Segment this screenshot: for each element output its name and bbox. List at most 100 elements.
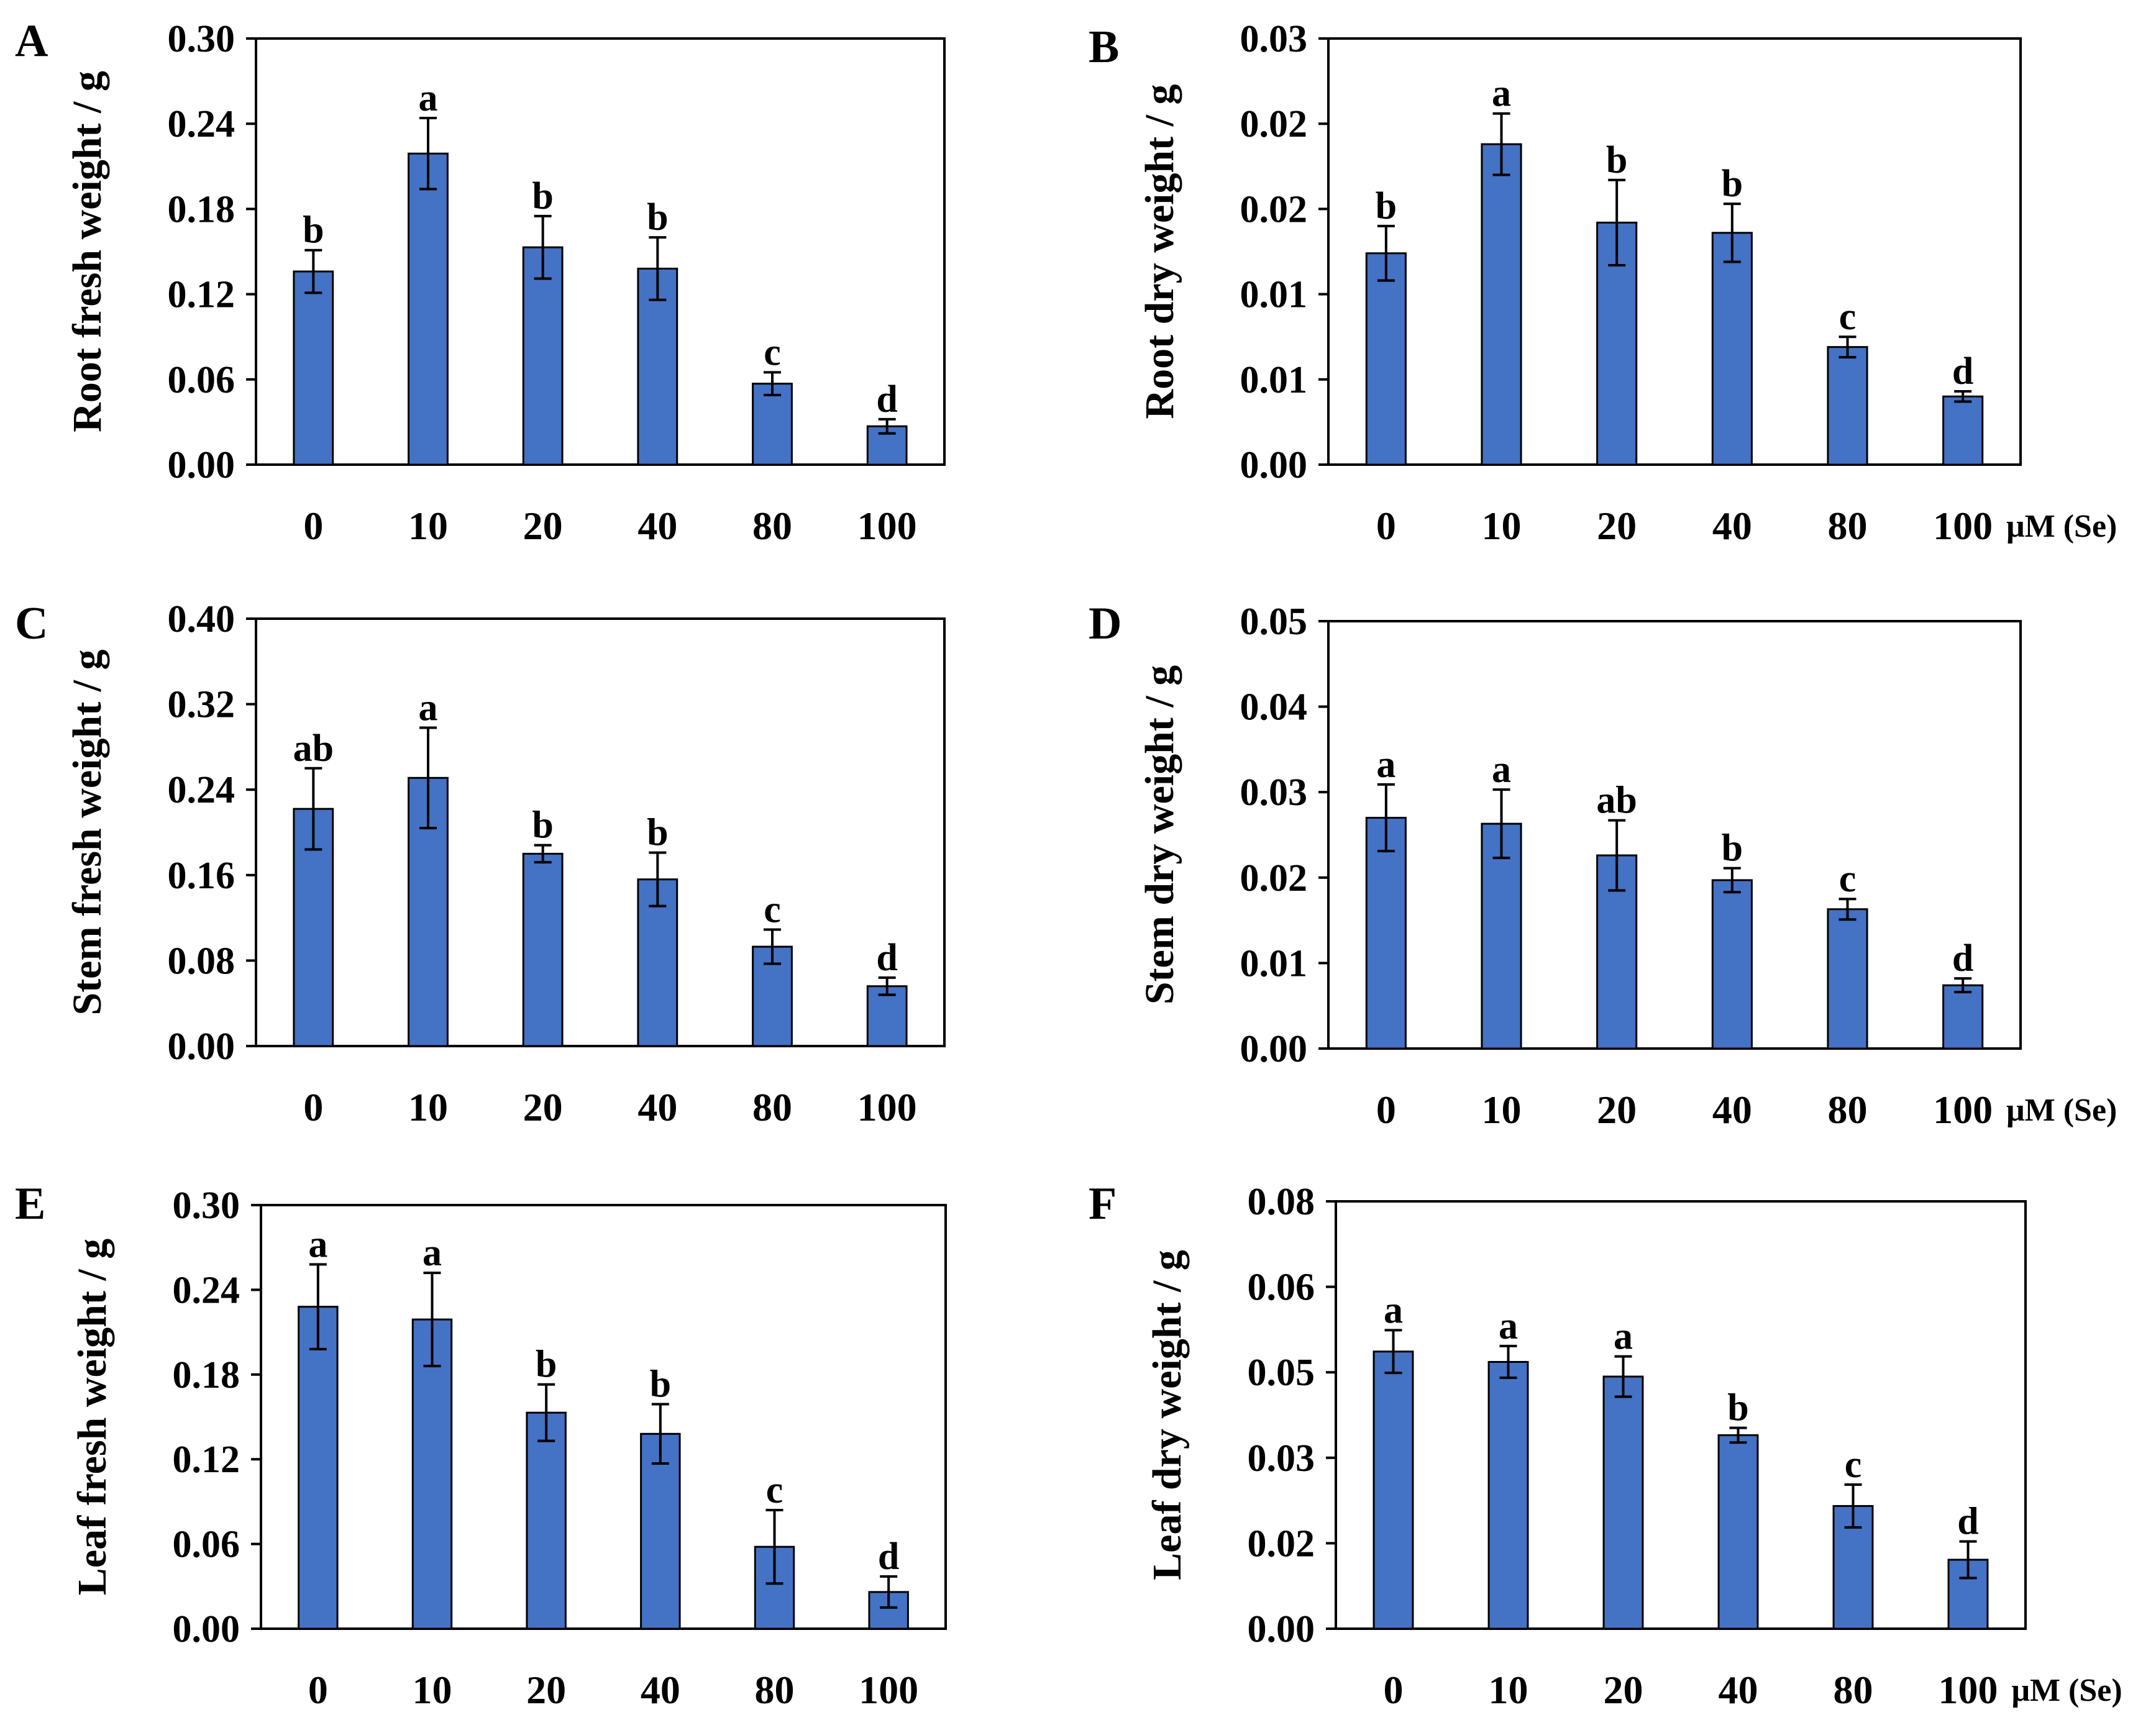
panel-f-sig-label: a xyxy=(1499,1305,1518,1347)
panel-d-ylabel: Stem dry weight / g xyxy=(1137,665,1182,1004)
panel-e-ytick-label: 0.30 xyxy=(173,1185,240,1227)
panel-d-bar xyxy=(1711,879,1753,1050)
panel-d-ytick-label: 0.02 xyxy=(1240,857,1308,899)
panel-f-xtick-label: 20 xyxy=(1604,1668,1643,1712)
panel-e-letter: E xyxy=(15,1178,45,1229)
panel-f-letter: F xyxy=(1089,1178,1117,1229)
panel-a-ytick-label: 0.12 xyxy=(168,274,235,316)
panel-c-xtick-label: 100 xyxy=(857,1085,917,1129)
panel-f-ytick-label: 0.06 xyxy=(1248,1267,1315,1309)
panel-d-ytick-label: 0.05 xyxy=(1240,601,1308,643)
panel-b-bar xyxy=(1596,221,1638,466)
panel-f-bar xyxy=(1373,1350,1414,1630)
panel-c-ytick-label: 0.24 xyxy=(168,769,235,811)
panel-f-sig-label: d xyxy=(1957,1500,1978,1542)
panel-d-ytick-label: 0.03 xyxy=(1240,771,1308,814)
panel-c-sig-label: b xyxy=(647,812,668,854)
panel-a-sig-label: b xyxy=(532,175,553,217)
panel-a-xtick-label: 0 xyxy=(303,504,323,548)
panel-b-sig-label: d xyxy=(1952,350,1973,393)
panel-e-xtick-label: 20 xyxy=(526,1668,566,1712)
panel-d-sig-label: a xyxy=(1492,749,1511,791)
panel-a-sig-label: c xyxy=(764,331,781,373)
panel-d-bar xyxy=(1481,822,1522,1050)
panel-b-sig-label: b xyxy=(1722,163,1743,205)
panel-b-unit-label: μM (Se) xyxy=(2006,509,2117,544)
panel-f-xtick-label: 0 xyxy=(1384,1668,1404,1712)
panel-e-sig-label: b xyxy=(650,1363,671,1406)
panel-e-ytick-label: 0.24 xyxy=(173,1269,240,1311)
panel-b-xtick-label: 10 xyxy=(1482,504,1522,548)
panel-c-xtick-label: 10 xyxy=(408,1085,448,1129)
panel-b-xtick-label: 0 xyxy=(1376,504,1396,548)
panel-a-ytick-label: 0.24 xyxy=(168,103,235,145)
panel-b-xtick-label: 20 xyxy=(1597,504,1637,548)
panel-e-ytick-label: 0.18 xyxy=(173,1354,240,1396)
panel-f-bar xyxy=(1487,1360,1529,1630)
panel-d-bar xyxy=(1942,984,1984,1050)
panel-c-xtick-label: 20 xyxy=(523,1085,563,1129)
panel-d-xtick-label: 40 xyxy=(1712,1088,1752,1132)
panel-e-sig-label: c xyxy=(766,1469,783,1511)
panel-a-ytick-label: 0.06 xyxy=(168,359,235,401)
panel-c-ytick-label: 0.08 xyxy=(168,940,235,982)
panel-f-ytick-label: 0.00 xyxy=(1248,1608,1315,1650)
panel-f-bar xyxy=(1602,1375,1644,1630)
panel-d-ytick-label: 0.04 xyxy=(1240,686,1308,729)
panel-b-ylabel: Root dry weight / g xyxy=(1137,84,1182,419)
panel-a-xtick-label: 20 xyxy=(523,504,563,548)
panel-a-sig-label: b xyxy=(303,209,324,252)
panel-a-bar xyxy=(293,270,334,466)
panel-d-xtick-label: 0 xyxy=(1376,1088,1396,1132)
panel-c-frame xyxy=(255,617,946,1047)
panel-f-ytick-label: 0.02 xyxy=(1248,1522,1315,1565)
panel-b-ytick-label: 0.03 xyxy=(1240,18,1308,60)
panel-c-letter: C xyxy=(15,598,48,649)
panel-f-xtick-label: 80 xyxy=(1834,1668,1873,1712)
panel-b-ytick-label: 0.01 xyxy=(1240,359,1308,401)
panel-c-sig-label: b xyxy=(532,804,553,847)
panel-a-ytick-label: 0.18 xyxy=(168,188,235,230)
panel-d-xtick-label: 10 xyxy=(1482,1088,1522,1132)
panel-c-sig-label: ab xyxy=(293,727,334,770)
panel-b-sig-label: c xyxy=(1839,296,1857,338)
panel-a-ylabel: Root fresh weight / g xyxy=(65,71,110,432)
panel-e-ytick-label: 0.06 xyxy=(173,1524,240,1566)
panel-a-bar xyxy=(522,246,564,466)
panel-e-bar xyxy=(298,1306,339,1630)
panel-b-ytick-label: 0.02 xyxy=(1240,188,1308,230)
panel-e-bar xyxy=(640,1432,681,1630)
panel-d-xtick-label: 80 xyxy=(1828,1088,1868,1132)
panel-f-xtick-label: 40 xyxy=(1719,1668,1758,1712)
panel-c-ytick-label: 0.40 xyxy=(168,598,235,640)
panel-f-ylabel: Leaf dry weight / g xyxy=(1144,1250,1190,1580)
panel-d-bar xyxy=(1365,816,1407,1050)
panel-e-xtick-label: 0 xyxy=(308,1668,328,1712)
panel-f-xtick-label: 100 xyxy=(1939,1668,1998,1712)
panel-f-bar xyxy=(1717,1434,1759,1630)
panel-a-ytick-label: 0.30 xyxy=(168,18,235,60)
panel-b-xtick-label: 80 xyxy=(1828,504,1868,548)
panel-a-sig-label: d xyxy=(876,378,897,421)
panel-c-bar xyxy=(866,985,908,1047)
panel-e-ytick-label: 0.00 xyxy=(173,1608,240,1650)
panel-a-letter: A xyxy=(15,16,48,66)
panel-f-ytick-label: 0.03 xyxy=(1248,1437,1315,1480)
panel-b-sig-label: b xyxy=(1376,185,1397,227)
panel-d-ytick-label: 0.00 xyxy=(1240,1028,1308,1070)
panel-d-xtick-label: 100 xyxy=(1933,1088,1993,1132)
panel-b-ytick-label: 0.01 xyxy=(1240,274,1308,316)
panel-a-ytick-label: 0.00 xyxy=(168,444,235,486)
panel-b-ytick-label: 0.02 xyxy=(1240,103,1308,145)
panel-b-bar xyxy=(1827,346,1868,466)
panel-e-bar xyxy=(526,1411,567,1630)
panel-a-frame xyxy=(255,37,946,466)
panel-c-sig-label: c xyxy=(764,889,781,931)
panel-f-xtick-label: 10 xyxy=(1489,1668,1528,1712)
panel-a-xtick-label: 10 xyxy=(408,504,448,548)
panel-e-xtick-label: 10 xyxy=(413,1668,452,1712)
panel-e-ylabel: Leaf fresh weight / g xyxy=(70,1239,115,1595)
panel-b-frame xyxy=(1327,37,2022,466)
panel-b-xtick-label: 100 xyxy=(1933,504,1993,548)
